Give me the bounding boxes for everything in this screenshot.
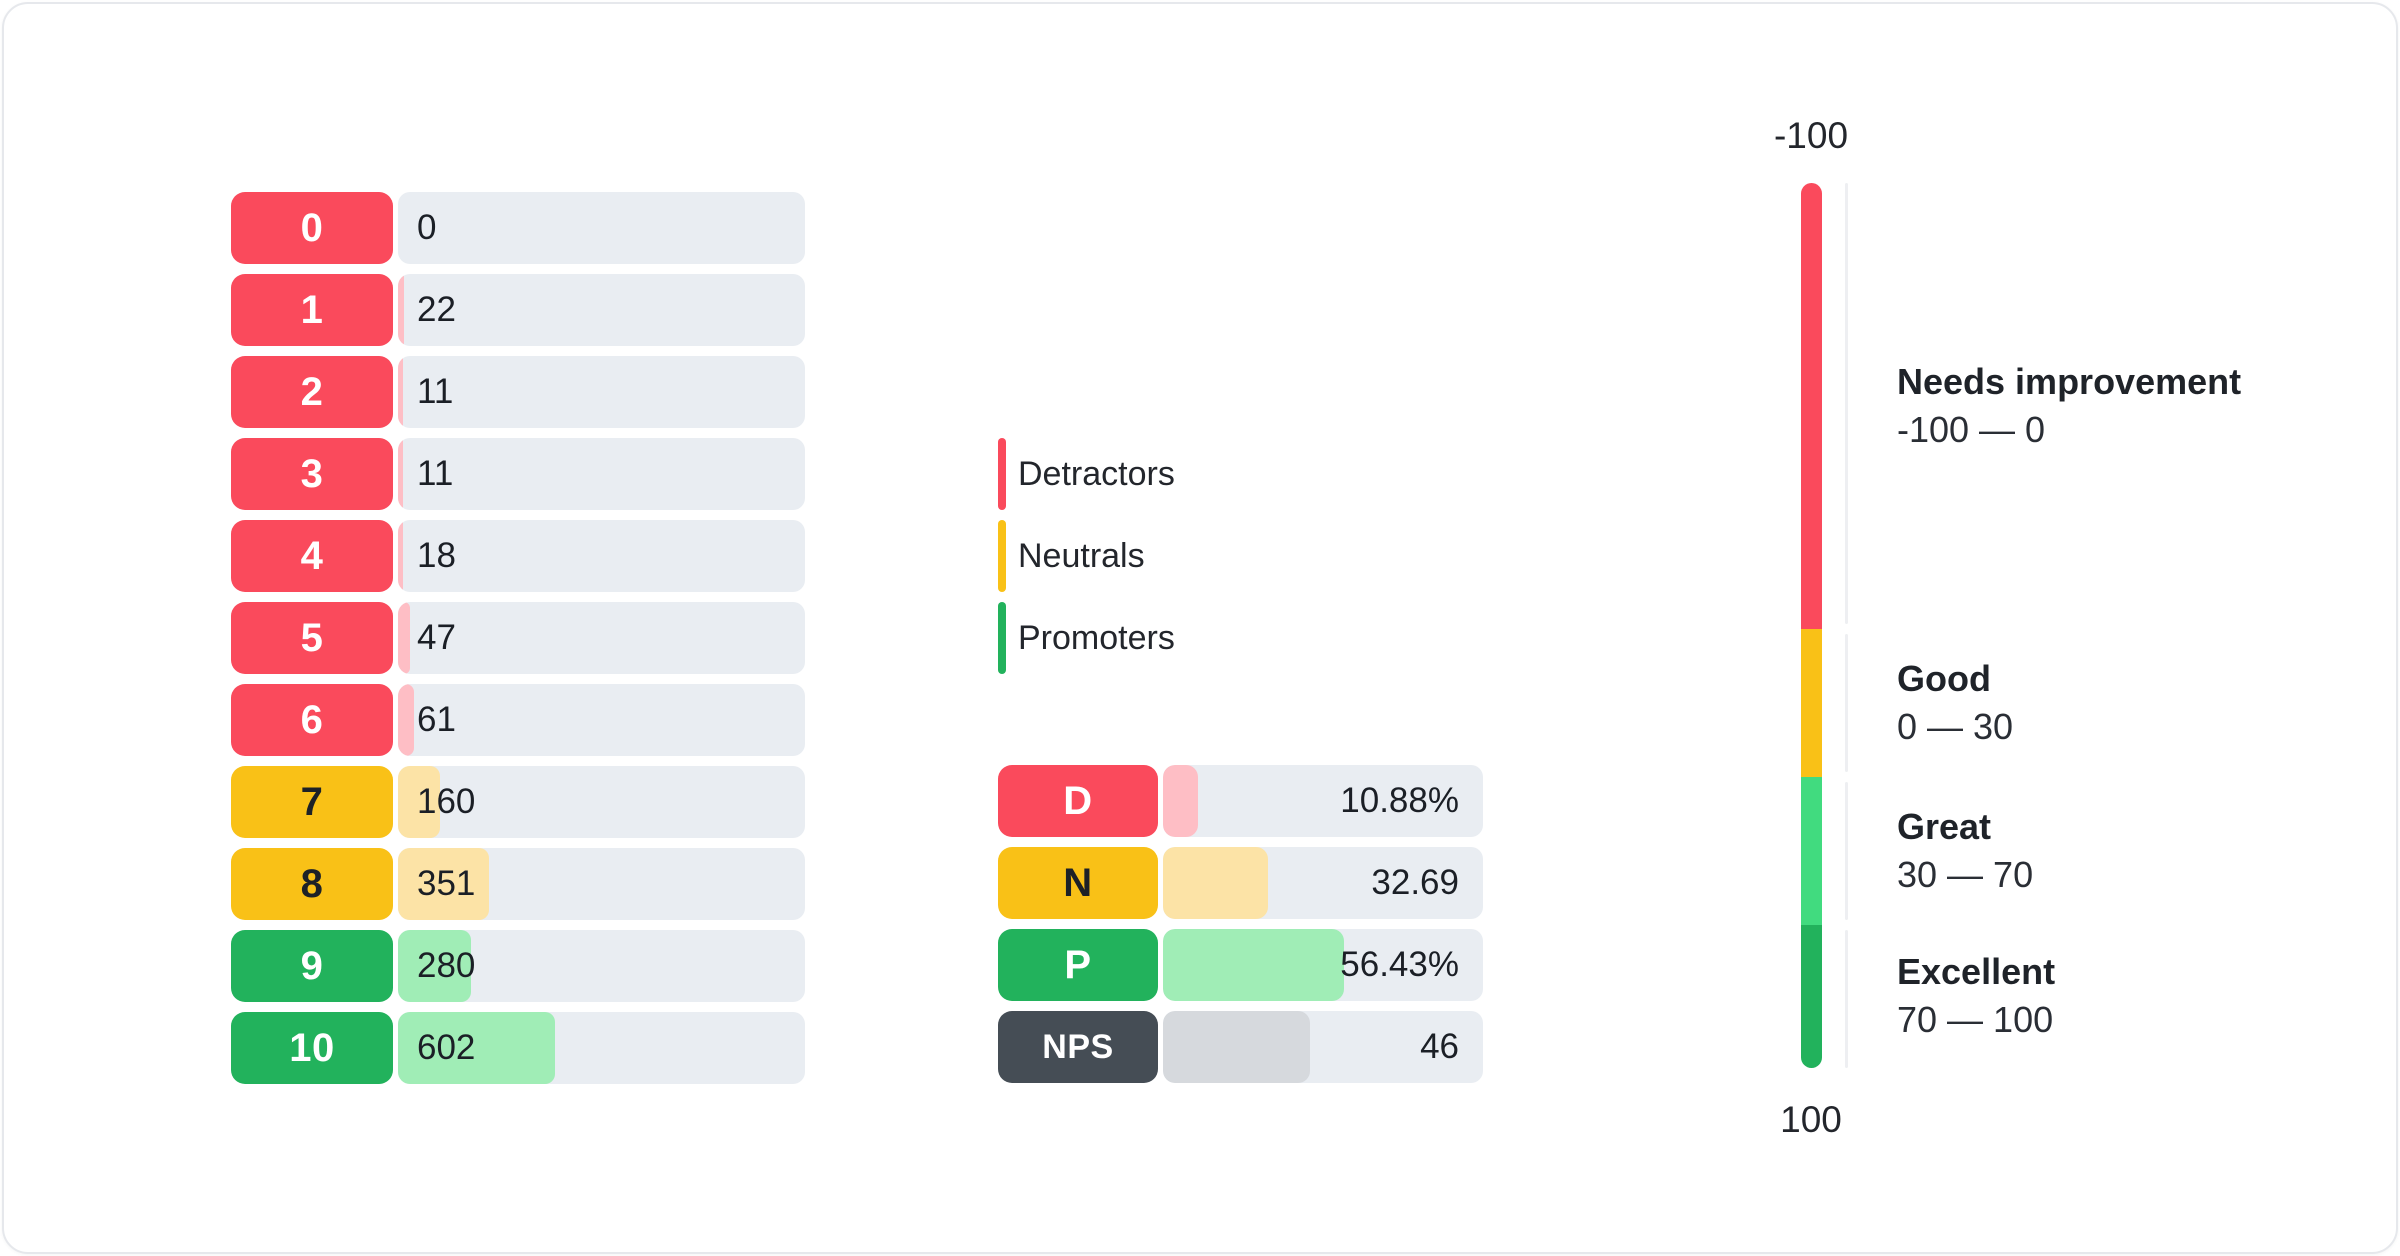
nps-dashboard: 0 0 1 22 2 11 3 11 4 bbox=[0, 0, 2400, 1256]
card-background bbox=[2, 2, 2398, 1254]
